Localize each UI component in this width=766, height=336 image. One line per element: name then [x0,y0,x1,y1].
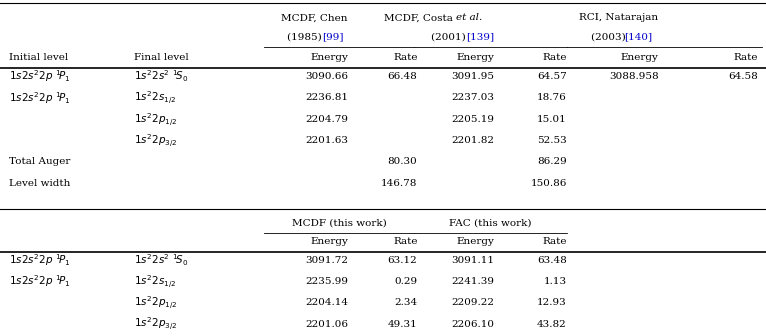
Text: 3091.11: 3091.11 [451,255,494,264]
Text: $1s2s^22p$ $^1\!P_1$: $1s2s^22p$ $^1\!P_1$ [9,69,70,84]
Text: Total Auger: Total Auger [9,157,70,166]
Text: (2001): (2001) [431,33,470,42]
Text: MCDF, Chen: MCDF, Chen [281,13,347,22]
Text: 1.13: 1.13 [544,277,567,286]
Text: Rate: Rate [542,53,567,62]
Text: $1s^22s^2$ $^1\!S_0$: $1s^22s^2$ $^1\!S_0$ [134,69,188,84]
Text: [99]: [99] [322,33,344,42]
Text: $1s^22p_{3/2}$: $1s^22p_{3/2}$ [134,132,177,149]
Text: MCDF, Costa: MCDF, Costa [384,13,456,22]
Text: $1s^22p_{1/2}$: $1s^22p_{1/2}$ [134,111,177,128]
Text: RCI, Natarajan: RCI, Natarajan [579,13,659,22]
Text: $1s^22p_{3/2}$: $1s^22p_{3/2}$ [134,316,177,332]
Text: Energy: Energy [457,237,494,246]
Text: [139]: [139] [466,33,494,42]
Text: 0.29: 0.29 [394,277,417,286]
Text: 3091.95: 3091.95 [451,72,494,81]
Text: (2003): (2003) [591,33,629,42]
Text: [140]: [140] [624,33,652,42]
Text: 2.34: 2.34 [394,298,417,307]
Text: 2204.14: 2204.14 [306,298,349,307]
Text: Final level: Final level [134,53,188,62]
Text: Level width: Level width [9,179,70,188]
Text: 2209.22: 2209.22 [451,298,494,307]
Text: 2236.81: 2236.81 [306,93,349,102]
Text: 80.30: 80.30 [388,157,417,166]
Text: 2204.79: 2204.79 [306,115,349,124]
Text: 2241.39: 2241.39 [451,277,494,286]
Text: 2201.63: 2201.63 [306,136,349,145]
Text: 2201.82: 2201.82 [451,136,494,145]
Text: 43.82: 43.82 [537,320,567,329]
Text: 18.76: 18.76 [537,93,567,102]
Text: 146.78: 146.78 [381,179,417,188]
Text: $1s^22p_{1/2}$: $1s^22p_{1/2}$ [134,294,177,311]
Text: 2201.06: 2201.06 [306,320,349,329]
Text: et al.: et al. [456,13,482,22]
Text: $1s^22s_{1/2}$: $1s^22s_{1/2}$ [134,273,176,290]
Text: (1985): (1985) [287,33,326,42]
Text: FAC (this work): FAC (this work) [449,218,532,227]
Text: Rate: Rate [542,237,567,246]
Text: 52.53: 52.53 [537,136,567,145]
Text: 150.86: 150.86 [531,179,567,188]
Text: 2237.03: 2237.03 [451,93,494,102]
Text: 64.58: 64.58 [728,72,758,81]
Text: $1s^22s^2$ $^1\!S_0$: $1s^22s^2$ $^1\!S_0$ [134,252,188,268]
Text: $1s^22s_{1/2}$: $1s^22s_{1/2}$ [134,89,176,106]
Text: Rate: Rate [393,53,417,62]
Text: 2206.10: 2206.10 [451,320,494,329]
Text: $1s2s^22p$ $^1\!P_1$: $1s2s^22p$ $^1\!P_1$ [9,90,70,106]
Text: 2235.99: 2235.99 [306,277,349,286]
Text: 63.12: 63.12 [388,255,417,264]
Text: MCDF (this work): MCDF (this work) [292,218,386,227]
Text: 64.57: 64.57 [537,72,567,81]
Text: 12.93: 12.93 [537,298,567,307]
Text: Energy: Energy [621,53,659,62]
Text: Initial level: Initial level [9,53,68,62]
Text: $1s2s^22p$ $^1\!P_1$: $1s2s^22p$ $^1\!P_1$ [9,274,70,289]
Text: 63.48: 63.48 [537,255,567,264]
Text: 2205.19: 2205.19 [451,115,494,124]
Text: Rate: Rate [393,237,417,246]
Text: 86.29: 86.29 [537,157,567,166]
Text: Energy: Energy [457,53,494,62]
Text: Rate: Rate [734,53,758,62]
Text: Energy: Energy [311,237,349,246]
Text: 3091.72: 3091.72 [306,255,349,264]
Text: 66.48: 66.48 [388,72,417,81]
Text: $1s2s^22p$ $^1\!P_1$: $1s2s^22p$ $^1\!P_1$ [9,252,70,268]
Text: 3088.958: 3088.958 [609,72,659,81]
Text: 15.01: 15.01 [537,115,567,124]
Text: Energy: Energy [311,53,349,62]
Text: 49.31: 49.31 [388,320,417,329]
Text: 3090.66: 3090.66 [306,72,349,81]
